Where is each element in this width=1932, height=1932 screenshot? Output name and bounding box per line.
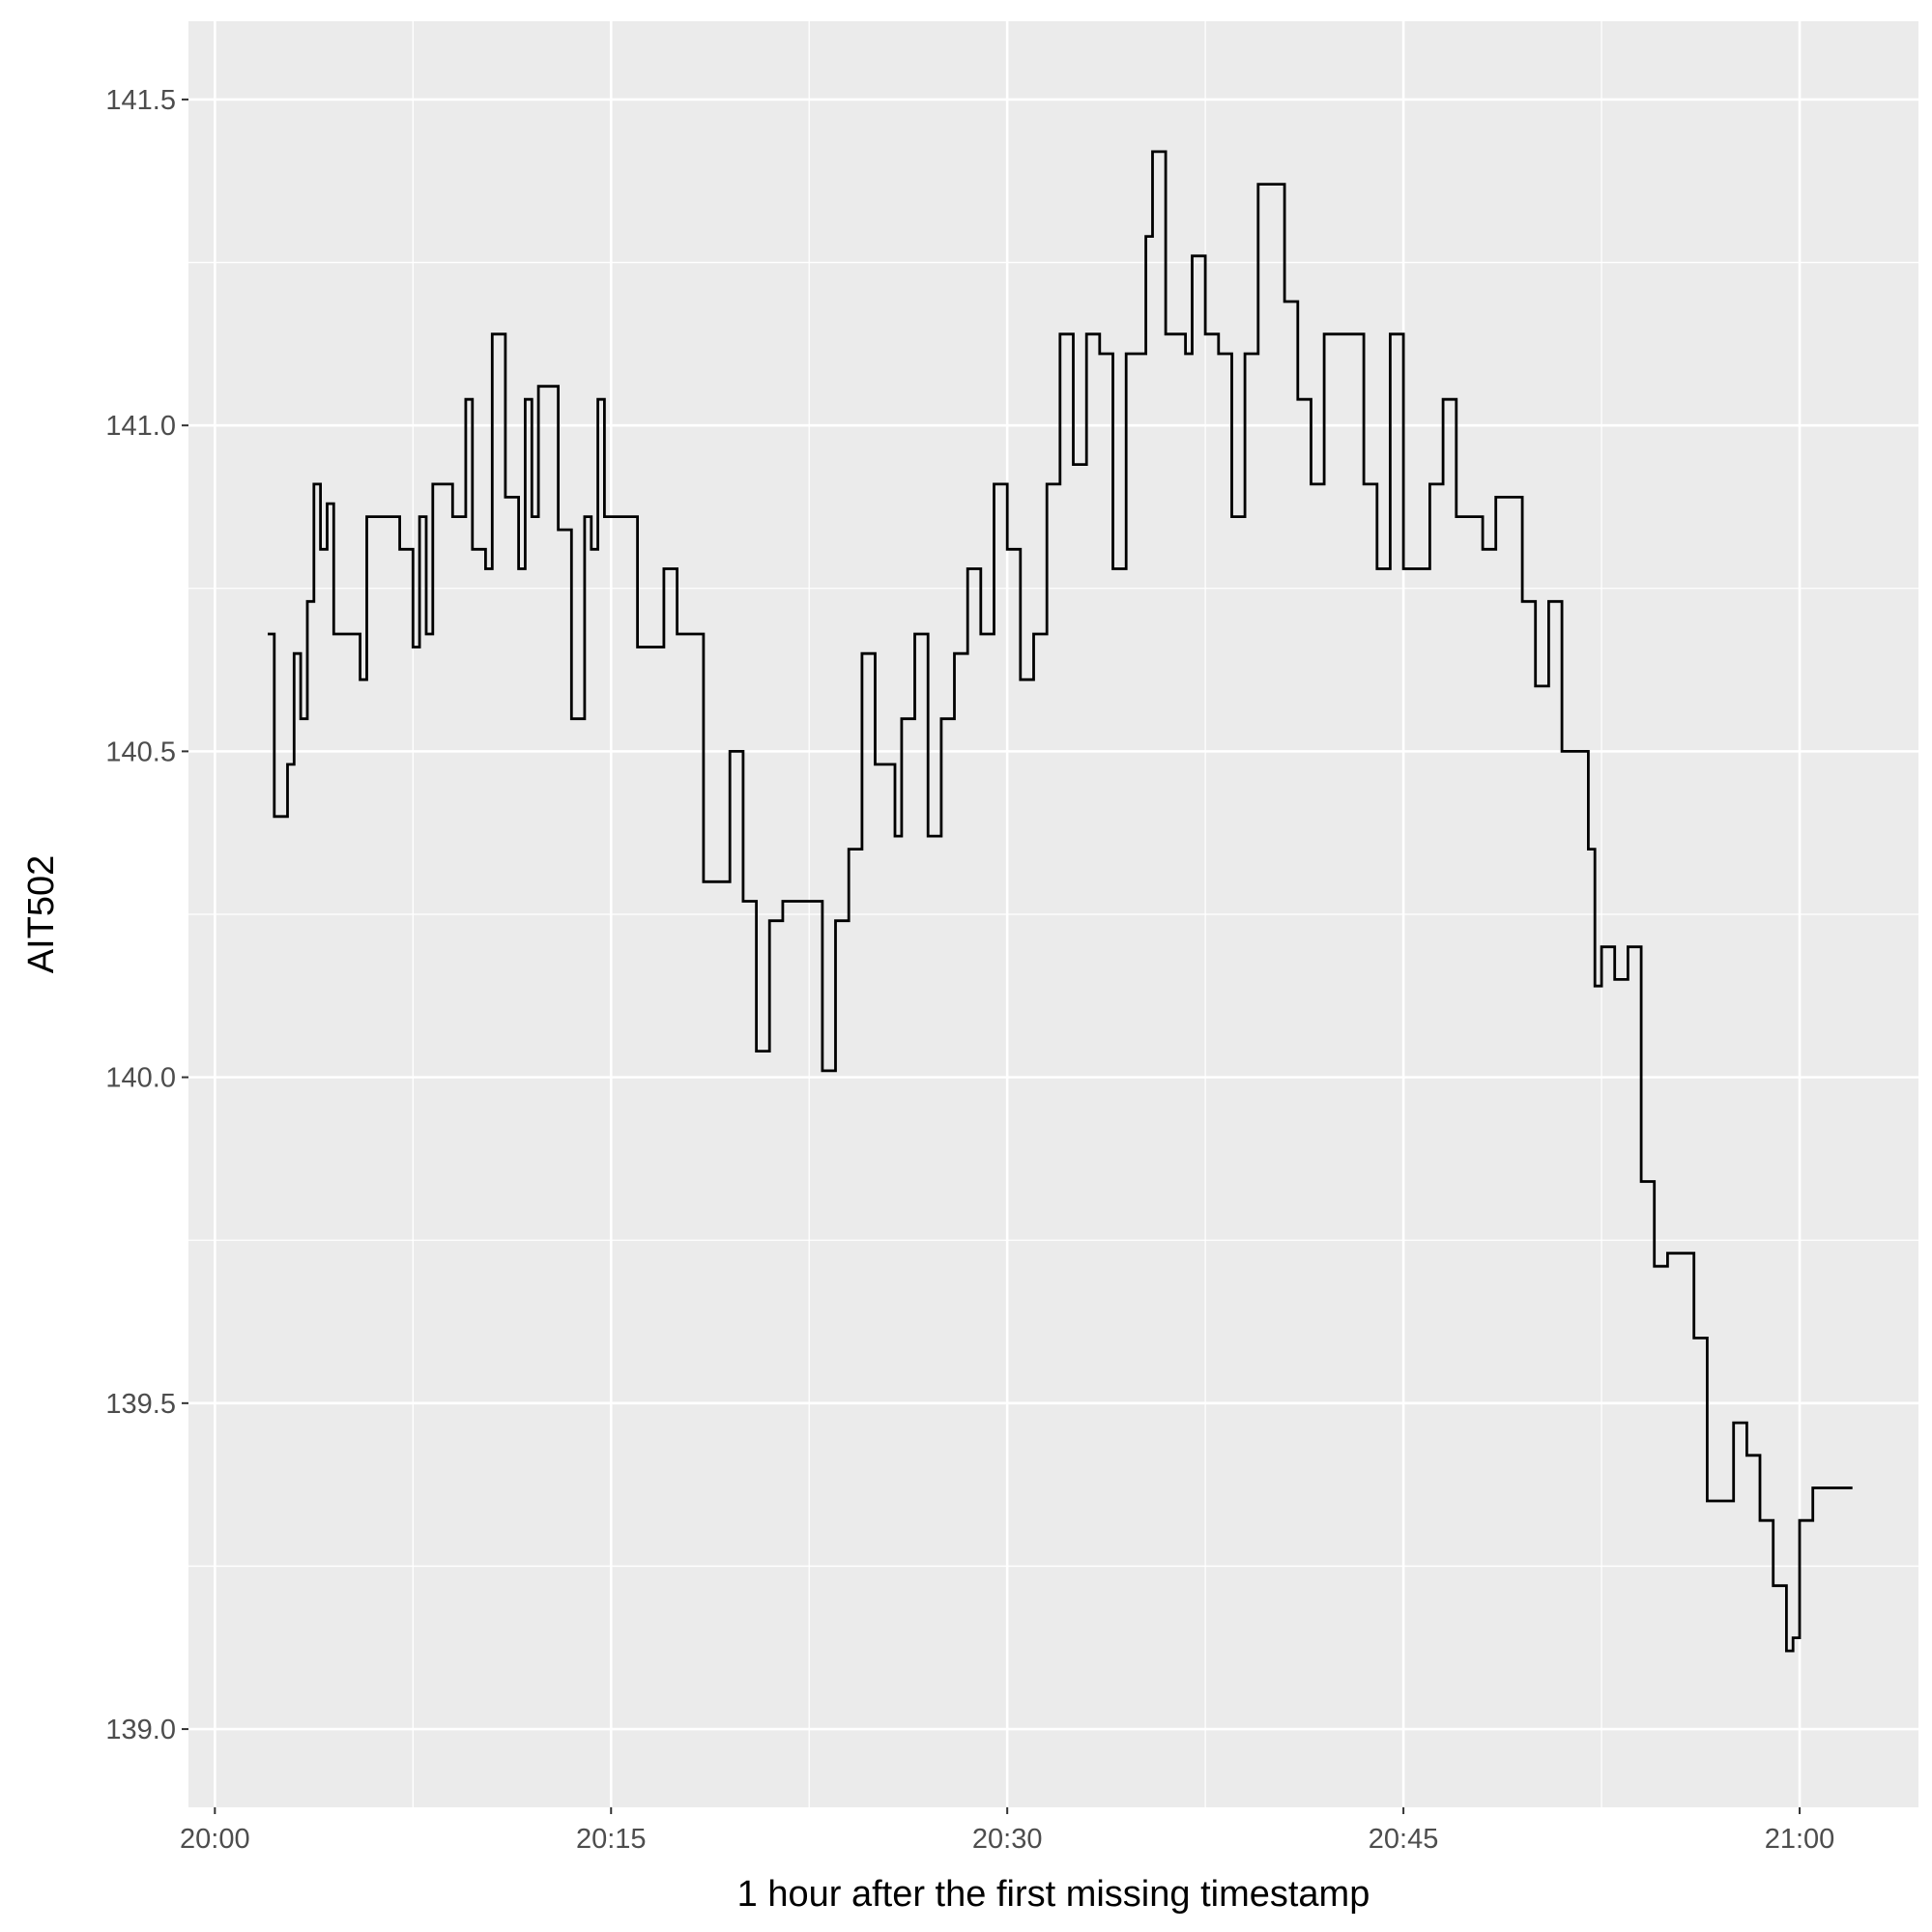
y-tick-label: 141.0 [105, 411, 176, 442]
y-tick-label: 140.5 [105, 736, 176, 767]
y-axis: 139.0 139.5 140.0 140.5 141.0 141.5 [105, 85, 188, 1745]
x-tick-label: 20:45 [1369, 1824, 1439, 1855]
x-tick-label: 21:00 [1765, 1824, 1835, 1855]
x-axis-title: 1 hour after the first missing timestamp [737, 1874, 1370, 1915]
x-axis: 20:00 20:15 20:30 20:45 21:00 [180, 1807, 1834, 1855]
y-tick-label: 141.5 [105, 85, 176, 116]
x-tick-label: 20:00 [180, 1824, 250, 1855]
major-gridlines [188, 21, 1918, 1807]
series-layer [268, 150, 1853, 1653]
y-tick-label: 140.0 [105, 1063, 176, 1094]
x-tick-label: 20:30 [972, 1824, 1043, 1855]
y-tick-label: 139.0 [105, 1715, 176, 1745]
y-tick-label: 139.5 [105, 1389, 176, 1420]
y-axis-title: AIT502 [21, 855, 62, 974]
series-line [268, 150, 1853, 1653]
x-tick-label: 20:15 [576, 1824, 647, 1855]
